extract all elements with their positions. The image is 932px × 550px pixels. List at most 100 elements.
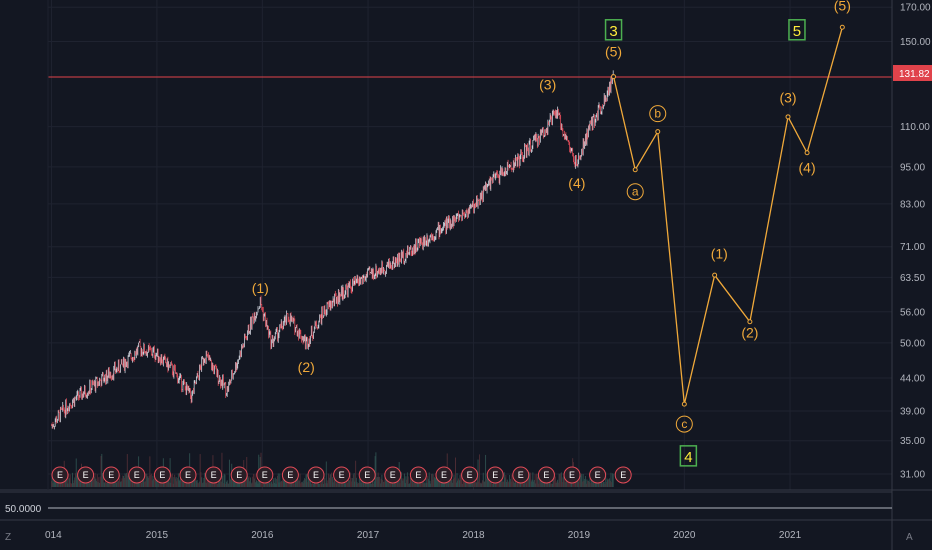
earnings-marker[interactable] [205,466,223,484]
degree-box [604,19,623,41]
price-tick-label: 83.00 [900,199,925,210]
earnings-marker[interactable] [128,466,146,484]
price-tick-label: 63.50 [900,273,925,284]
earnings-marker[interactable] [77,466,95,484]
earnings-marker-label: E [492,470,498,480]
earnings-marker-label: E [620,470,626,480]
time-axis[interactable]: 014 2015 2016 2017 2018 2019 2020 2021 [45,530,802,541]
earnings-marker[interactable] [256,466,274,484]
projection-point [804,150,810,156]
price-tick-label: 31.00 [900,470,925,481]
wave-circle-b [649,105,667,123]
last-price-tag-text: 131.82 [899,69,930,80]
wave-label: (4) [799,160,816,176]
earnings-marker[interactable] [281,466,299,484]
degree-label: 3 [609,23,617,40]
earnings-marker-label: E [595,470,601,480]
earnings-marker[interactable] [563,466,581,484]
earnings-marker[interactable] [102,466,120,484]
earnings-marker[interactable] [486,466,504,484]
degree-label: 5 [793,23,801,40]
earnings-marker-label: E [185,470,191,480]
earnings-marker-label: E [441,470,447,480]
projection-point [785,114,791,120]
earnings-marker-label: E [57,470,63,480]
wave-label: (1) [711,246,728,262]
earnings-marker[interactable] [589,466,607,484]
wave-label: (3) [539,76,556,92]
earnings-marker-label: E [390,470,396,480]
wave-label: (5) [834,0,851,13]
price-tick-label: 150.00 [900,37,931,48]
earnings-marker[interactable] [384,466,402,484]
earnings-marker-label: E [339,470,345,480]
price-candles [51,70,614,430]
earnings-marker-label: E [236,470,242,480]
price-tick-label: 71.00 [900,242,925,253]
price-axis[interactable]: 170.00 150.00 110.00 95.00 83.00 71.00 63.50 56… [900,3,931,481]
earnings-marker-label: E [364,470,370,480]
projection-point [839,24,845,30]
last-price-tag: 131.82 [893,65,932,81]
earnings-marker[interactable] [333,466,351,484]
earnings-marker[interactable] [230,466,248,484]
auto-scale-button[interactable]: A [906,532,913,543]
earnings-marker[interactable] [537,466,555,484]
earnings-marker[interactable] [409,466,427,484]
elliott-wave-projection [611,24,845,407]
earnings-marker[interactable] [153,466,171,484]
projection-point [611,74,617,80]
earnings-marker[interactable] [614,466,632,484]
earnings-marker-label: E [211,470,217,480]
earnings-marker-label: E [518,470,524,480]
wave-label: (3) [779,90,796,106]
wave-label-b: b [654,107,661,121]
price-tick-label: 39.00 [900,407,925,418]
projection-point [681,401,687,407]
earnings-marker[interactable] [51,466,69,484]
earnings-marker-label: E [83,470,89,480]
earnings-marker-label: E [134,470,140,480]
earnings-marker[interactable] [461,466,479,484]
time-tick-label: 014 [45,530,62,541]
wave-label: (1) [252,280,269,296]
earnings-marker[interactable] [512,466,530,484]
degree-box [788,19,806,41]
price-tick-label: 56.00 [900,307,925,318]
earnings-marker-label: E [108,470,114,480]
price-tick-label: 50.00 [900,338,925,349]
price-tick-label: 170.00 [900,3,931,14]
wave-circle-c [675,415,693,433]
time-tick-label: 2021 [779,530,802,541]
earnings-marker-label: E [287,470,293,480]
projection-point [632,167,638,173]
earnings-marker-label: E [159,470,165,480]
price-tick-label: 110.00 [900,122,930,133]
grid-lines [48,0,892,490]
wave-circle-a [626,183,644,201]
earnings-marker[interactable] [307,466,325,484]
time-tick-label: 2020 [673,530,696,541]
earnings-marker[interactable] [435,466,453,484]
projection-point [712,272,718,278]
earnings-marker-label: E [569,470,575,480]
wave-label: (4) [568,175,585,191]
earnings-marker[interactable] [358,466,376,484]
earnings-marker[interactable] [179,466,197,484]
projection-point [655,129,661,135]
wave-label-c: c [681,417,687,431]
wave-label: (2) [741,324,758,340]
earnings-marker-label: E [415,470,421,480]
wave-label-a: a [632,185,639,199]
last-price-tag-bg [893,65,932,81]
timezone-button[interactable]: Z [5,532,11,543]
price-tick-label: 95.00 [900,162,925,173]
projection-point [747,319,753,325]
wave-label: (5) [605,44,622,60]
subpane-value: 50.0000 [5,504,42,515]
degree-box [679,445,698,467]
time-tick-label: 2018 [462,530,485,541]
